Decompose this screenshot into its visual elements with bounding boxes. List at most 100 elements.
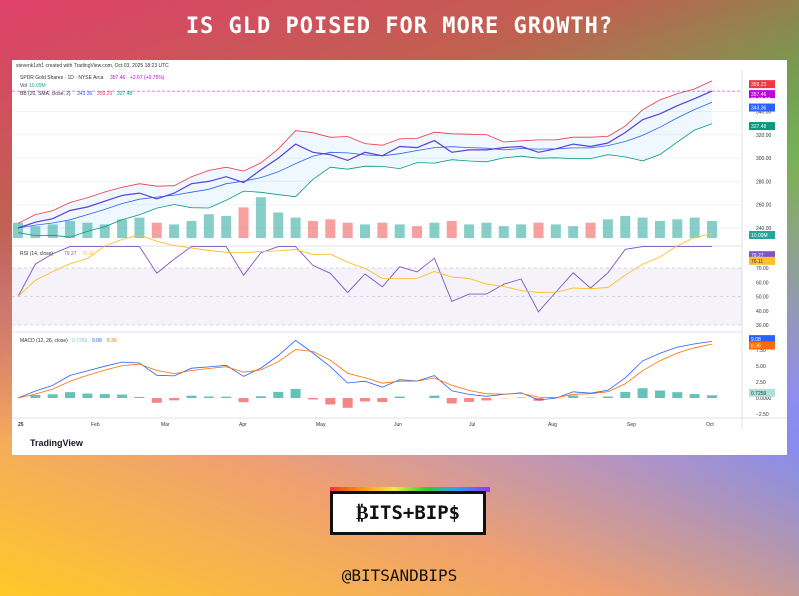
volume-bar xyxy=(637,217,648,238)
macd-badge xyxy=(749,335,775,344)
volume-bar xyxy=(654,221,665,238)
volume-bar xyxy=(186,221,197,238)
macd-hist-bar xyxy=(117,394,128,398)
volume-bar xyxy=(550,224,561,238)
macd-hist-bar xyxy=(620,392,631,398)
volume-bar xyxy=(672,219,683,238)
volume-bar xyxy=(273,212,284,238)
volume-badge xyxy=(749,231,775,239)
rsi-tick: 40.00 xyxy=(756,309,769,315)
volume-bar xyxy=(290,217,301,238)
macd-signal-value: 8.36 xyxy=(107,338,117,344)
macd-hist-bar xyxy=(394,396,405,398)
macd-hist-bar xyxy=(134,396,145,398)
macd-hist-bar xyxy=(602,396,613,398)
volume-bar xyxy=(307,221,318,238)
macd-hist-bar xyxy=(446,398,457,404)
macd-hist-bar xyxy=(203,396,214,398)
price-tick: 260.00 xyxy=(756,203,772,209)
macd-hist-bar xyxy=(99,394,110,398)
volume-bar xyxy=(342,222,353,238)
month-label: Feb xyxy=(91,422,100,428)
volume-bar xyxy=(689,217,700,238)
chart-canvas[interactable]: stevenk1zh1 created with TradingView.com… xyxy=(12,60,787,455)
tradingview-logo[interactable]: TradingView xyxy=(30,438,84,448)
rsi-tick: 30.00 xyxy=(756,323,769,329)
volume-bar xyxy=(13,222,23,238)
rsi-tick: 70.00 xyxy=(756,266,769,272)
rsi-tick: 50.00 xyxy=(756,295,769,301)
macd-value: 9.08 xyxy=(92,338,102,344)
macd-hist-bar xyxy=(221,396,232,398)
macd-hist-bar xyxy=(307,398,318,400)
macd-hist-value: 0.7259 xyxy=(72,338,88,344)
macd-hist-bar xyxy=(290,388,301,398)
macd-tick: 0.0000 xyxy=(756,396,772,402)
month-label: Mar xyxy=(161,422,170,428)
price-line xyxy=(17,90,713,229)
rsi-badge xyxy=(749,251,775,260)
price-tick: 280.00 xyxy=(756,179,772,185)
vol-label: Vol xyxy=(20,83,27,89)
volume-bar xyxy=(446,221,457,238)
volume-bar xyxy=(117,219,128,238)
volume-bar xyxy=(602,219,613,238)
vol-value: 10.09M xyxy=(29,83,46,89)
bb-lower-badge xyxy=(749,122,775,131)
volume-bar xyxy=(325,219,336,238)
macd-hist-bar xyxy=(689,394,700,398)
macd-label: MACD (12, 26, close) xyxy=(20,338,68,344)
bb-lower-badge-text: 327.48 xyxy=(751,124,767,130)
volume-bar xyxy=(429,222,440,238)
price-tick: 300.00 xyxy=(756,156,772,162)
volume-bar xyxy=(82,222,93,238)
volume-bar xyxy=(360,224,370,238)
volume-bar xyxy=(99,224,110,238)
macd-hist-bar xyxy=(169,398,180,401)
rsi-ma-badge-text: 76.11 xyxy=(751,259,763,265)
bb-upper-line xyxy=(17,80,713,224)
volume-bar xyxy=(255,197,266,238)
logo-rainbow-bar xyxy=(330,487,490,492)
volume-bar xyxy=(65,221,76,238)
rsi-tick: 60.00 xyxy=(756,280,769,286)
month-label: Aug xyxy=(548,422,557,428)
volume-badge-text: 10.09M xyxy=(751,233,768,239)
macd-hist-bar xyxy=(325,398,336,405)
logo-text: ₿ITS+BIP$ xyxy=(330,491,486,535)
macd-hist-bar xyxy=(82,393,93,398)
volume-bar xyxy=(568,226,579,238)
volume-bar xyxy=(134,217,145,238)
bb-upper-badge xyxy=(749,80,775,89)
macd-hist-bar xyxy=(533,398,544,401)
rsi-ma-badge xyxy=(749,256,775,265)
price-tick: 240.00 xyxy=(756,226,772,232)
volume-bar xyxy=(221,215,232,238)
bb-basis-line xyxy=(17,101,713,229)
tradingview-chart[interactable]: stevenk1zh1 created with TradingView.com… xyxy=(12,60,787,455)
bb-upper-badge-text: 359.23 xyxy=(751,82,767,88)
price-change: +2.67 (+0.75%) xyxy=(130,75,165,81)
rsi-line xyxy=(17,246,712,313)
month-label: Jun xyxy=(394,422,402,428)
bb-fill xyxy=(18,80,712,238)
price-tick: 320.00 xyxy=(756,133,772,139)
volume-bar xyxy=(169,224,180,238)
rsi-badge-text: 79.27 xyxy=(751,253,764,259)
last-price-badge-text: 357.46 xyxy=(751,92,767,98)
macd-hist-bar xyxy=(360,398,370,402)
price-tick: 340.00 xyxy=(756,110,772,116)
rsi-value: 79.27 xyxy=(64,251,77,257)
macd-hist-badge xyxy=(749,388,775,397)
macd-hist-bar xyxy=(568,395,579,398)
volume-bar xyxy=(412,226,423,238)
last-price-badge xyxy=(749,90,775,99)
bb-lower: 327.48 xyxy=(117,91,133,97)
macd-tick: −2.50 xyxy=(756,412,769,418)
macd-hist-bar xyxy=(707,395,717,398)
macd-hist-bar xyxy=(637,388,648,398)
month-label: Oct xyxy=(706,422,714,428)
bb-mid: 343.36 xyxy=(77,91,93,97)
macd-hist-badge-text: 0.7259 xyxy=(751,391,767,397)
signal-badge xyxy=(749,341,775,350)
